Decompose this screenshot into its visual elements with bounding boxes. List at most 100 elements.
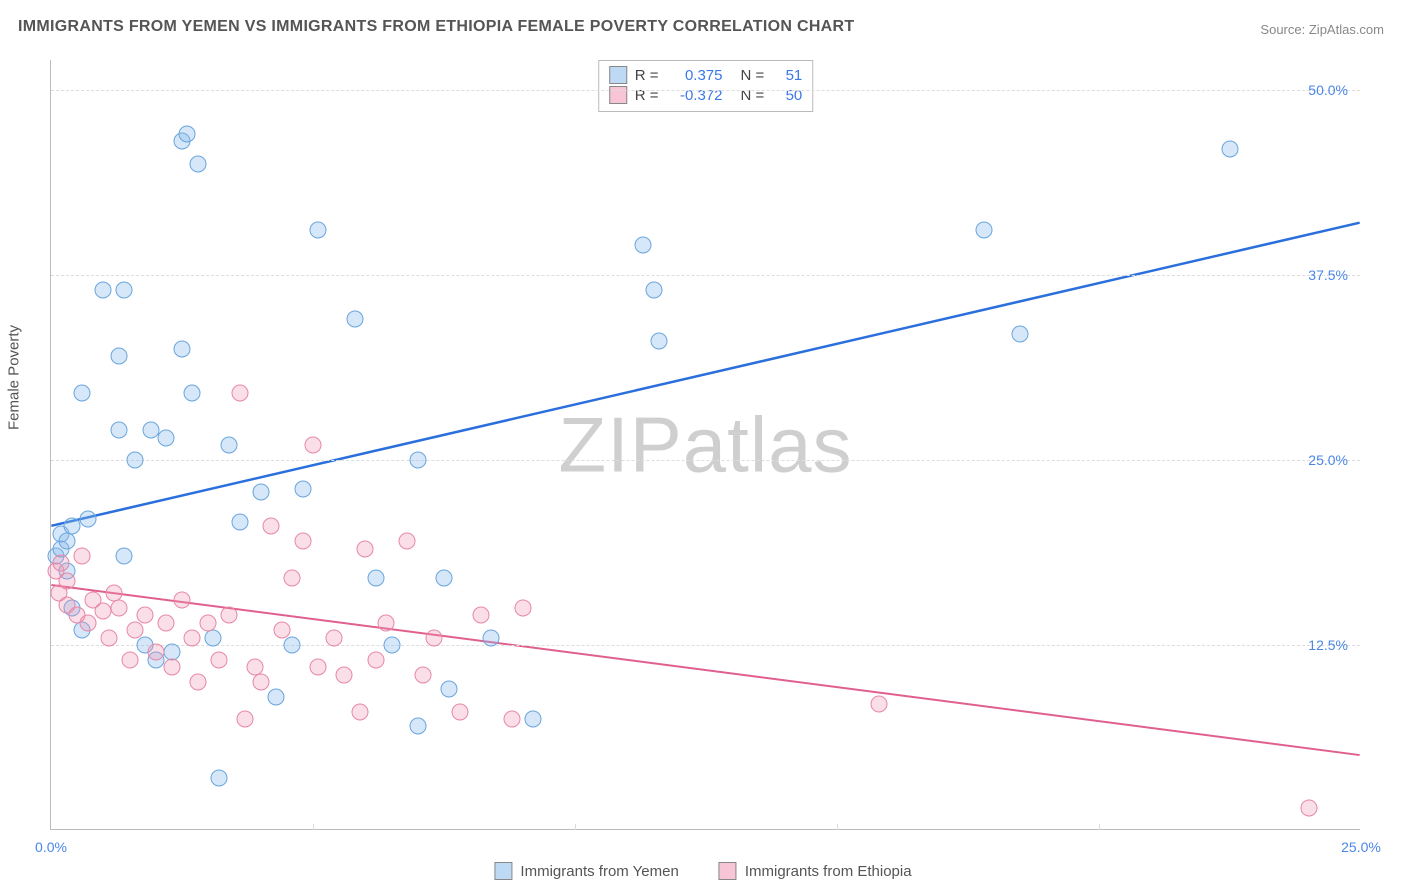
data-point [252,484,269,501]
data-point [189,673,206,690]
data-point [451,703,468,720]
data-point [336,666,353,683]
data-point [357,540,374,557]
data-point [126,451,143,468]
data-point [635,237,652,254]
swatch-yemen-icon [609,66,627,84]
data-point [305,437,322,454]
data-point [95,602,112,619]
data-point [210,651,227,668]
x-minor-tick [313,824,314,830]
y-tick-label: 37.5% [1308,267,1348,283]
data-point [53,555,70,572]
data-point [236,710,253,727]
gridline-h [51,460,1360,461]
data-point [221,607,238,624]
y-tick-label: 50.0% [1308,82,1348,98]
data-point [163,659,180,676]
y-tick-label: 25.0% [1308,452,1348,468]
data-point [436,570,453,587]
data-point [294,481,311,498]
data-point [121,651,138,668]
data-point [200,614,217,631]
data-point [325,629,342,646]
swatch-yemen-icon [494,862,512,880]
data-point [74,385,91,402]
data-point [174,592,191,609]
data-point [126,622,143,639]
data-point [95,281,112,298]
data-point [116,281,133,298]
data-point [483,629,500,646]
data-point [184,629,201,646]
data-point [179,126,196,143]
data-point [210,770,227,787]
data-point [111,599,128,616]
x-minor-tick [575,824,576,830]
data-point [650,333,667,350]
data-point [158,614,175,631]
data-point [399,533,416,550]
n-label: N = [741,67,765,84]
source-label: Source: [1260,22,1305,37]
data-point [231,385,248,402]
gridline-h [51,645,1360,646]
data-point [263,518,280,535]
source-attribution: Source: ZipAtlas.com [1260,22,1384,37]
data-point [346,311,363,328]
correlation-stats-box: R = 0.375 N = 51 R = -0.372 N = 50 [598,60,814,112]
data-point [284,636,301,653]
series-legend: Immigrants from Yemen Immigrants from Et… [494,862,911,880]
data-point [310,659,327,676]
data-point [221,437,238,454]
data-point [1012,325,1029,342]
legend-label-yemen: Immigrants from Yemen [520,863,678,880]
legend-label-ethiopia: Immigrants from Ethiopia [745,863,912,880]
data-point [525,710,542,727]
data-point [273,622,290,639]
chart-title: IMMIGRANTS FROM YEMEN VS IMMIGRANTS FROM… [18,18,854,36]
data-point [184,385,201,402]
data-point [1222,140,1239,157]
gridline-h [51,90,1360,91]
data-point [441,681,458,698]
data-point [378,614,395,631]
x-tick-label: 25.0% [1341,839,1381,855]
data-point [116,548,133,565]
source-value: ZipAtlas.com [1309,22,1384,37]
data-point [425,629,442,646]
legend-item-ethiopia: Immigrants from Ethiopia [719,862,912,880]
data-point [268,688,285,705]
data-point [58,573,75,590]
data-point [352,703,369,720]
data-point [231,514,248,531]
swatch-ethiopia-icon [719,862,737,880]
data-point [294,533,311,550]
data-point [58,533,75,550]
data-point [79,511,96,528]
stats-row-yemen: R = 0.375 N = 51 [609,65,803,85]
x-minor-tick [837,824,838,830]
data-point [158,429,175,446]
data-point [1300,799,1317,816]
x-tick-label: 0.0% [35,839,67,855]
x-minor-tick [1099,824,1100,830]
stats-row-ethiopia: R = -0.372 N = 50 [609,85,803,105]
data-point [870,696,887,713]
data-point [252,673,269,690]
data-point [409,451,426,468]
data-point [975,222,992,239]
data-point [367,570,384,587]
data-point [205,629,222,646]
data-point [472,607,489,624]
n-value-yemen: 51 [772,67,802,84]
data-point [383,636,400,653]
r-label: R = [635,67,659,84]
data-point [137,607,154,624]
data-point [310,222,327,239]
data-point [142,422,159,439]
data-point [504,710,521,727]
data-point [174,340,191,357]
y-axis-label: Female Poverty [6,325,23,430]
watermark: ZIPatlas [558,399,852,490]
